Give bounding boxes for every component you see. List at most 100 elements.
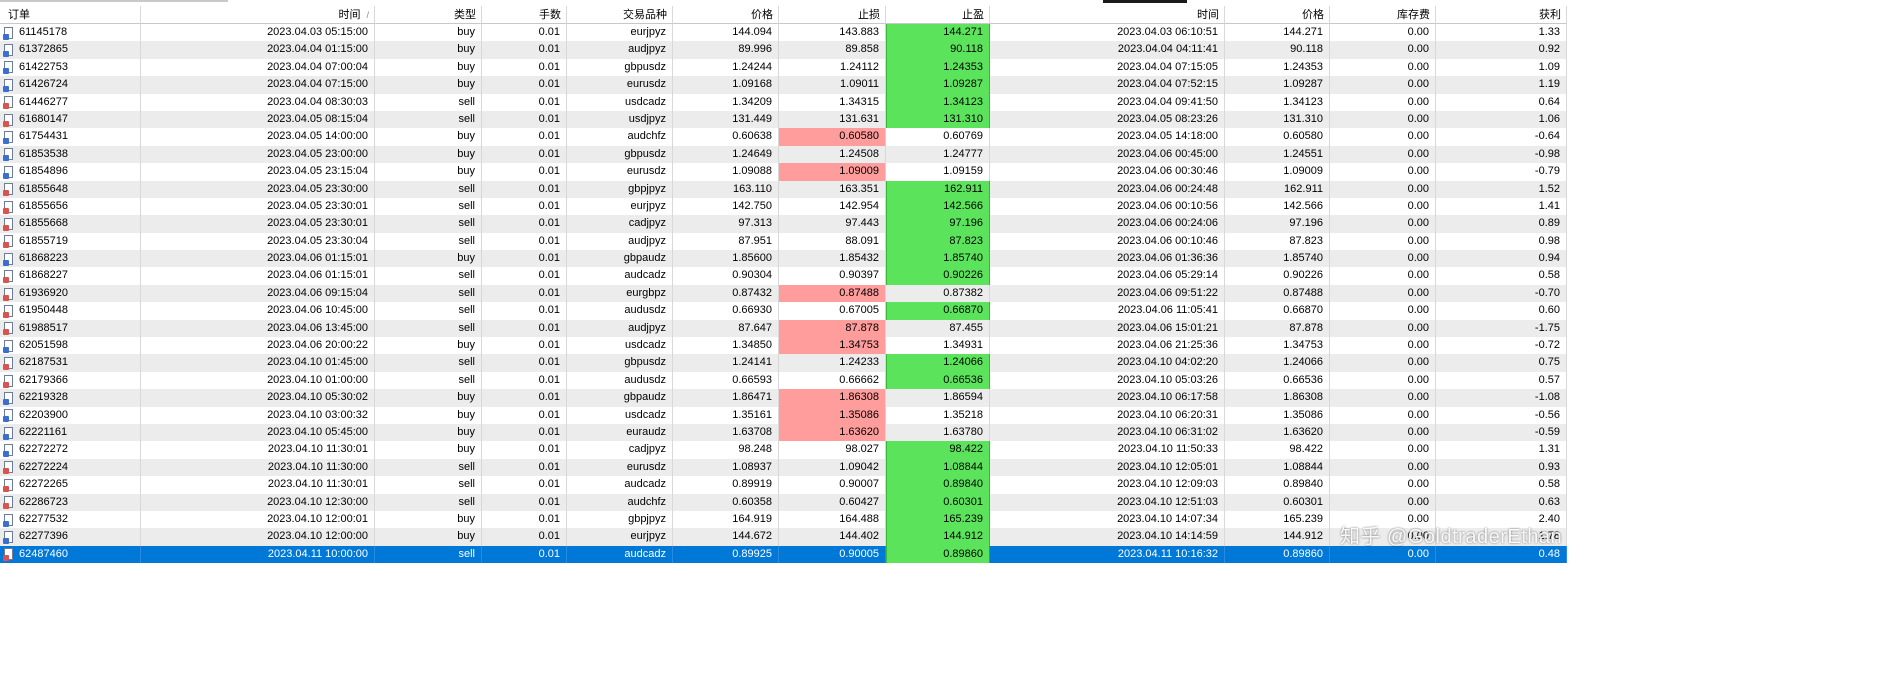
col-header-type[interactable]: 类型 — [375, 6, 482, 24]
order-buy-icon — [3, 339, 14, 353]
cell-symbol: usdcadz — [567, 337, 673, 355]
cell-type: buy — [375, 510, 482, 529]
order-number: 61855648 — [19, 182, 68, 195]
cell-order: 61372865 — [0, 41, 141, 59]
cell-type: sell — [375, 302, 482, 320]
cell-open-price: 0.66593 — [673, 371, 779, 390]
cell-swap: 0.00 — [1330, 319, 1436, 338]
cell-sl: 0.90007 — [779, 476, 886, 494]
cell-close-price: 0.89840 — [1225, 476, 1330, 494]
cell-open-time: 2023.04.10 05:45:00 — [141, 423, 375, 442]
cell-sl: 88.091 — [779, 232, 886, 251]
cell-symbol: gbpaudz — [567, 389, 673, 407]
col-header-profit[interactable]: 获利 — [1436, 6, 1567, 24]
col-header-symbol[interactable]: 交易品种 — [567, 6, 673, 24]
cell-symbol: usdcadz — [567, 406, 673, 424]
cell-sl: 1.24233 — [779, 354, 886, 372]
cell-close-price: 0.90226 — [1225, 267, 1330, 285]
cell-close-price: 87.878 — [1225, 319, 1330, 338]
cell-type: sell — [375, 319, 482, 338]
col-header-tp[interactable]: 止盈 — [886, 6, 990, 24]
order-buy-icon — [3, 409, 14, 423]
cell-type: buy — [375, 423, 482, 442]
cell-profit: -0.72 — [1436, 337, 1567, 355]
cell-volume: 0.01 — [482, 232, 567, 251]
cell-symbol: eurusdz — [567, 163, 673, 181]
cell-close-time: 2023.04.11 10:16:32 — [990, 545, 1225, 564]
cell-close-time: 2023.04.10 12:51:03 — [990, 493, 1225, 511]
col-header-open-time[interactable]: 时间 / — [141, 6, 375, 24]
cell-tp: 0.89860 — [886, 545, 990, 564]
scroll-thumb[interactable] — [1103, 0, 1187, 3]
cell-open-price: 87.951 — [673, 232, 779, 251]
order-buy-icon — [3, 148, 14, 162]
cell-volume: 0.01 — [482, 145, 567, 164]
cell-type: buy — [375, 406, 482, 424]
watermark: 知乎 @GoldtraderEthan — [1340, 526, 1563, 548]
cell-sl: 144.402 — [779, 528, 886, 546]
cell-tp: 1.34123 — [886, 93, 990, 111]
cell-close-price: 1.34753 — [1225, 337, 1330, 355]
cell-profit: 1.78 — [1436, 528, 1567, 546]
col-header-open-price[interactable]: 价格 — [673, 6, 779, 24]
cell-open-price: 131.449 — [673, 110, 779, 129]
cell-profit: -1.08 — [1436, 389, 1567, 407]
cell-profit: 2.40 — [1436, 510, 1567, 529]
cell-type: buy — [375, 337, 482, 355]
col-header-volume[interactable]: 手数 — [482, 6, 567, 24]
order-number: 61936920 — [19, 286, 68, 299]
cell-volume: 0.01 — [482, 215, 567, 233]
trade-history-table: 订单 时间 / 类型 手数 交易品种 价格 止损 止盈 时间 价格 库存费 获利 … — [0, 6, 1894, 564]
top-strip — [0, 0, 1894, 6]
cell-open-price: 0.89919 — [673, 476, 779, 494]
cell-volume: 0.01 — [482, 423, 567, 442]
cell-sl: 1.63620 — [779, 423, 886, 442]
tab-edge — [0, 0, 228, 2]
cell-sl: 164.488 — [779, 510, 886, 529]
cell-profit: 0.58 — [1436, 267, 1567, 285]
cell-type: buy — [375, 128, 482, 146]
cell-tp: 87.455 — [886, 319, 990, 338]
cell-volume: 0.01 — [482, 58, 567, 77]
cell-order: 61855719 — [0, 232, 141, 251]
col-header-order[interactable]: 订单 — [0, 6, 141, 24]
cell-symbol: audchfz — [567, 493, 673, 511]
cell-open-time: 2023.04.06 10:45:00 — [141, 302, 375, 320]
order-buy-icon — [3, 426, 14, 440]
cell-close-time: 2023.04.06 00:24:06 — [990, 215, 1225, 233]
cell-swap: 0.00 — [1330, 337, 1436, 355]
cell-type: buy — [375, 76, 482, 94]
col-header-close-time[interactable]: 时间 — [990, 6, 1225, 24]
col-header-open-time-label: 时间 — [338, 9, 361, 21]
cell-sl: 0.87488 — [779, 284, 886, 303]
cell-close-price: 162.911 — [1225, 180, 1330, 198]
cell-symbol: eurjpyz — [567, 24, 673, 42]
order-number: 61853538 — [19, 147, 68, 160]
order-number: 62286723 — [19, 495, 68, 508]
cell-sl: 97.443 — [779, 215, 886, 233]
cell-close-price: 0.87488 — [1225, 284, 1330, 303]
cell-close-time: 2023.04.06 05:29:14 — [990, 267, 1225, 285]
cell-profit: 1.31 — [1436, 441, 1567, 459]
order-buy-icon — [3, 531, 14, 545]
cell-close-time: 2023.04.10 12:05:01 — [990, 458, 1225, 477]
cell-order: 61754431 — [0, 128, 141, 146]
cell-swap: 0.00 — [1330, 267, 1436, 285]
order-number: 61868227 — [19, 269, 68, 282]
col-header-swap[interactable]: 库存费 — [1330, 6, 1436, 24]
col-header-sl[interactable]: 止损 — [779, 6, 886, 24]
cell-symbol: audjpyz — [567, 232, 673, 251]
cell-open-price: 1.34209 — [673, 93, 779, 111]
order-buy-icon — [3, 44, 14, 58]
cell-open-time: 2023.04.05 23:00:00 — [141, 145, 375, 164]
cell-close-price: 1.34123 — [1225, 93, 1330, 111]
cell-order: 62203900 — [0, 406, 141, 424]
cell-open-price: 87.647 — [673, 319, 779, 338]
order-number: 62272265 — [19, 478, 68, 491]
cell-open-time: 2023.04.10 12:00:01 — [141, 510, 375, 529]
cell-symbol: cadjpyz — [567, 441, 673, 459]
cell-tp: 97.196 — [886, 215, 990, 233]
col-header-close-price[interactable]: 价格 — [1225, 6, 1330, 24]
cell-close-price: 131.310 — [1225, 110, 1330, 129]
cell-symbol: audjpyz — [567, 319, 673, 338]
